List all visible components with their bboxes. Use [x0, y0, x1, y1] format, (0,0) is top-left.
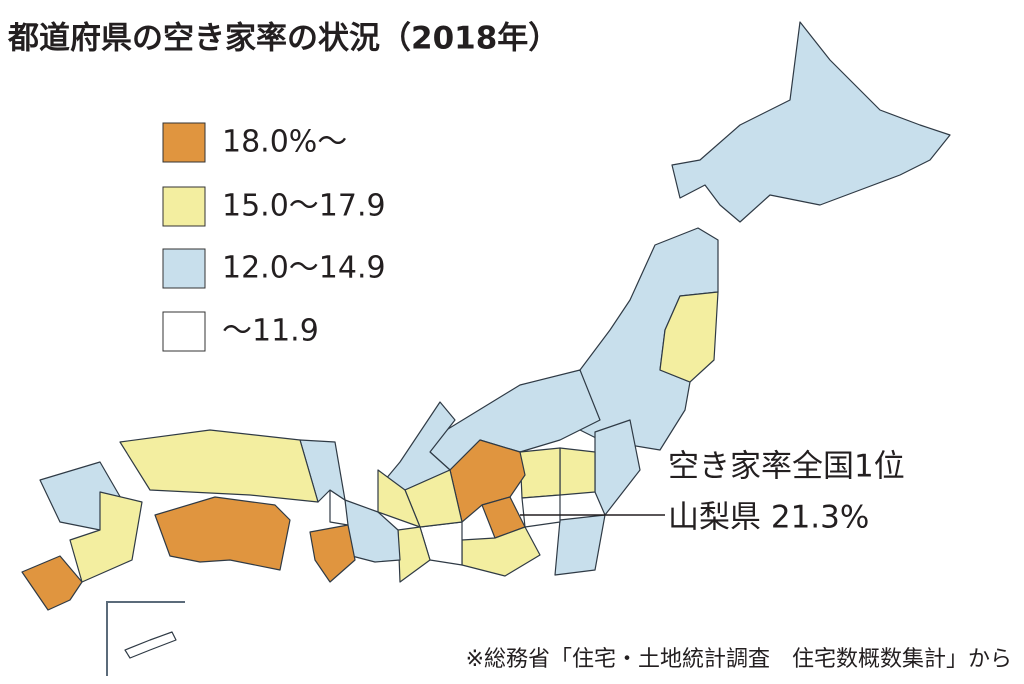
region	[519, 447, 561, 499]
region	[554, 514, 606, 576]
annotation: 山梨県 21.3%	[668, 500, 869, 536]
legend: 18.0%～ 15.0～17.9 12.0～14.9 ～11.9	[162, 122, 386, 352]
legend-swatch	[162, 186, 206, 227]
region	[659, 291, 719, 383]
legend-swatch	[162, 311, 206, 352]
legend-label: 12.0～14.9	[222, 251, 386, 286]
region	[449, 439, 526, 523]
prefectures	[21, 21, 951, 659]
legend-label: ～11.9	[222, 314, 319, 349]
source-note: ※総務省「住宅・土地統計調査 住宅数概数集計」から	[466, 647, 1012, 672]
legend-swatch	[162, 248, 206, 289]
region	[521, 494, 561, 528]
inset-frame	[106, 601, 185, 676]
region	[397, 526, 431, 583]
legend-swatch	[162, 122, 206, 163]
region	[559, 227, 719, 451]
legend-label: 18.0%～	[222, 125, 347, 160]
region	[154, 496, 291, 571]
region	[309, 524, 356, 583]
region	[671, 21, 951, 223]
region	[21, 555, 83, 611]
title: 都道府県の空き家率の状況（2018年）	[7, 21, 559, 57]
region	[559, 447, 596, 496]
region	[124, 631, 177, 659]
annotation: 空き家率全国1位	[668, 449, 905, 485]
region	[119, 429, 319, 503]
legend-label: 15.0～17.9	[222, 189, 386, 224]
region	[594, 419, 641, 516]
